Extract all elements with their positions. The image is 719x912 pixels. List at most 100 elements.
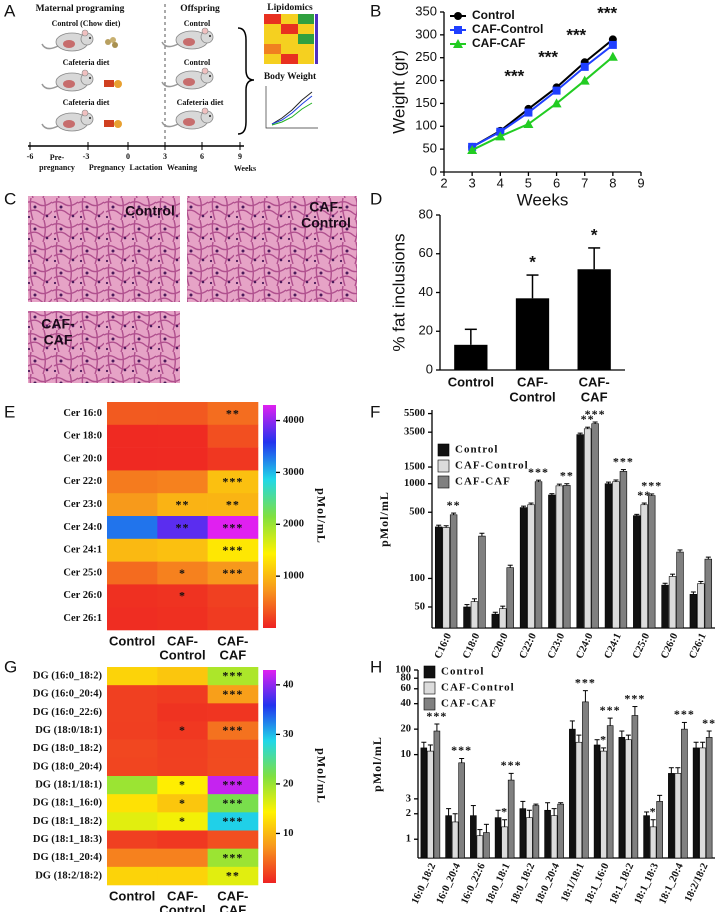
column-label: CAF-: [217, 888, 248, 903]
x-tick-label: 3: [469, 175, 476, 190]
y-tick-label: 3: [406, 793, 411, 804]
significance: ***: [222, 850, 243, 864]
legend-label: CAF-Control: [441, 682, 515, 694]
y-tick-label: 100: [395, 664, 411, 675]
panel-label: C: [4, 189, 16, 208]
y-tick-label: 100: [415, 118, 437, 133]
mouse-icon: [41, 69, 94, 92]
bar: [501, 826, 508, 859]
x-tick-label: 18:0_18:1: [484, 862, 512, 906]
significance: **: [226, 406, 240, 420]
marker: [523, 119, 534, 128]
heatmap-cell: [107, 794, 158, 813]
x-tick-label: 18:0_18:2: [509, 862, 537, 906]
x-tick-label: 6: [553, 175, 560, 190]
marker: [524, 108, 533, 117]
heatmap-cell: [107, 830, 158, 849]
row-label: DG (16:0_20:4): [33, 689, 103, 700]
bar: [593, 744, 601, 859]
timeline-tick: 9: [238, 152, 242, 161]
bar: [548, 494, 556, 629]
heatmap-cell: [207, 424, 259, 448]
significance: ***: [222, 543, 243, 557]
histology-label: CAF: [44, 332, 73, 348]
brace: [237, 27, 255, 135]
legend-label: CAF-Control: [472, 22, 543, 36]
annotation: ***: [585, 407, 606, 421]
annotation: ***: [600, 703, 621, 717]
bar: [519, 808, 527, 859]
bar: [507, 779, 515, 859]
column-label: CAF: [219, 647, 246, 662]
column-label: CAF-: [167, 633, 198, 648]
schematic-header: Body Weight: [264, 72, 317, 82]
annotation: ***: [451, 743, 472, 757]
x-tick-label: 18:0_20:4: [534, 861, 563, 906]
panel-label: D: [370, 189, 382, 208]
bar: [681, 728, 688, 859]
heatmap-cell: [207, 721, 259, 740]
y-tick-label: 20: [419, 323, 433, 338]
bar: [463, 606, 471, 629]
bar: [689, 594, 698, 629]
marker: [551, 98, 562, 108]
significance: *: [179, 796, 186, 810]
bar: [591, 423, 599, 629]
x-tick-label: 18:2/18:2: [683, 862, 710, 904]
bar: [583, 428, 592, 629]
row-label: DG (18:0/18:1): [35, 725, 102, 736]
bar: [704, 558, 713, 629]
heatmap-cell: [207, 402, 259, 426]
annotation: *: [501, 804, 508, 818]
significance: ***: [222, 796, 243, 810]
y-tick-label: 1500: [404, 461, 425, 472]
bar: [577, 269, 611, 370]
x-tick-label: C24:1: [603, 632, 624, 661]
legend-label: Control: [455, 444, 498, 456]
colorbar-tick-label: 20: [283, 778, 294, 789]
heatmap-cell: [157, 584, 208, 608]
bar: [606, 725, 614, 859]
x-tick-label: CAF-: [517, 374, 548, 389]
x-tick-label: C26:1: [687, 632, 708, 661]
x-tick-label: Control: [509, 389, 555, 404]
group-label: Cafeteria diet: [63, 98, 110, 107]
timeline-period: Lactation: [130, 163, 163, 172]
bar: [582, 701, 589, 859]
timeline-period: Pre-: [50, 153, 65, 162]
legend-label: CAF-CAF: [441, 698, 497, 710]
heatmap-cell: [107, 739, 158, 759]
y-tick-label: 200: [415, 72, 437, 87]
marker: [495, 131, 506, 141]
heatmap-cell: [157, 470, 208, 494]
row-label: DG (18:0_18:2): [33, 743, 103, 754]
timeline-unit: Weeks: [234, 164, 256, 173]
row-label: Cer 24:0: [63, 522, 102, 533]
marker: [467, 145, 478, 155]
row-label: Cer 26:1: [63, 613, 102, 624]
heatmap-cell: [107, 538, 158, 562]
legend-swatch: [423, 697, 436, 711]
row-label: DG (18:1/18:1): [35, 779, 102, 790]
x-tick-label: C18:0: [461, 632, 482, 661]
column-label: Control: [159, 647, 205, 662]
colorbar-tick-label: 3000: [283, 467, 304, 478]
legend-label: Control: [472, 8, 515, 22]
annotation: ***: [504, 66, 524, 85]
y-tick-label: 3500: [404, 427, 425, 438]
y-tick-label: 2: [406, 808, 411, 819]
heatmap-cell: [157, 447, 208, 471]
heatmap-cell: [157, 794, 208, 813]
heatmap-cell: [207, 703, 259, 722]
column-label: CAF-: [217, 633, 248, 648]
bar: [544, 809, 551, 859]
heatmap-cell: [107, 402, 158, 426]
significance: *: [179, 566, 186, 580]
heatmap-cell: [207, 516, 259, 540]
significance: ***: [222, 778, 243, 792]
timeline-period: Weaning: [167, 163, 197, 172]
legend-swatch: [437, 443, 450, 457]
annotation: ***: [538, 48, 558, 67]
bar: [532, 805, 540, 859]
heatmap-cell: [107, 703, 158, 722]
